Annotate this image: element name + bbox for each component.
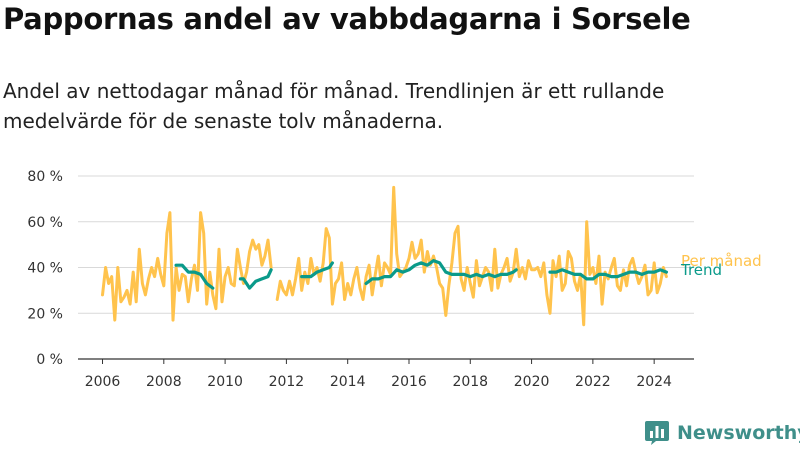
trend-series-segment: [364, 259, 518, 286]
y-tick-label: 20 %: [27, 306, 63, 322]
monthly-series-segment: [101, 211, 273, 322]
y-tick-label: 80 %: [27, 169, 63, 185]
chart-subtitle: Andel av nettodagar månad för månad. Tre…: [3, 79, 665, 133]
trend-series-segment: [238, 268, 273, 290]
x-tick-label: 2018: [452, 374, 488, 390]
gridlines: [78, 175, 694, 314]
x-tick-label: 2012: [269, 374, 305, 390]
trend-series-segment: [548, 268, 669, 281]
brand-name: Newsworthy: [677, 422, 800, 444]
y-tick-label: 60 %: [27, 215, 63, 231]
x-tick-label: 2008: [146, 374, 182, 390]
x-tick-label: 2014: [330, 374, 366, 390]
trend-series-label: Trend: [680, 261, 722, 279]
newsworthy-brand: Newsworthy: [644, 420, 800, 446]
series-lines: [101, 185, 669, 327]
x-tick-label: 2010: [207, 374, 243, 390]
trend-series-segment: [174, 263, 215, 290]
y-tick-label: 0 %: [36, 352, 63, 368]
monthly-series-label: Per månad: [681, 252, 762, 270]
monthly-series-segment: [275, 185, 668, 327]
x-tick-label: 2022: [575, 374, 611, 390]
bar-chart-logo-icon: [645, 421, 669, 445]
chart-title: Pappornas andel av vabbdagarna i Sorsele: [3, 2, 691, 36]
trend-series-segment: [300, 261, 334, 279]
y-tick-label: 40 %: [27, 261, 63, 277]
axes: 0 % 20 % 40 % 60 % 80 % 2006 2008 2010 2012 2014 2…: [27, 169, 694, 390]
x-tick-label: 2020: [514, 374, 550, 390]
x-tick-label: 2024: [636, 374, 672, 390]
x-tick-label: 2016: [391, 374, 427, 390]
x-tick-label: 2006: [85, 374, 121, 390]
